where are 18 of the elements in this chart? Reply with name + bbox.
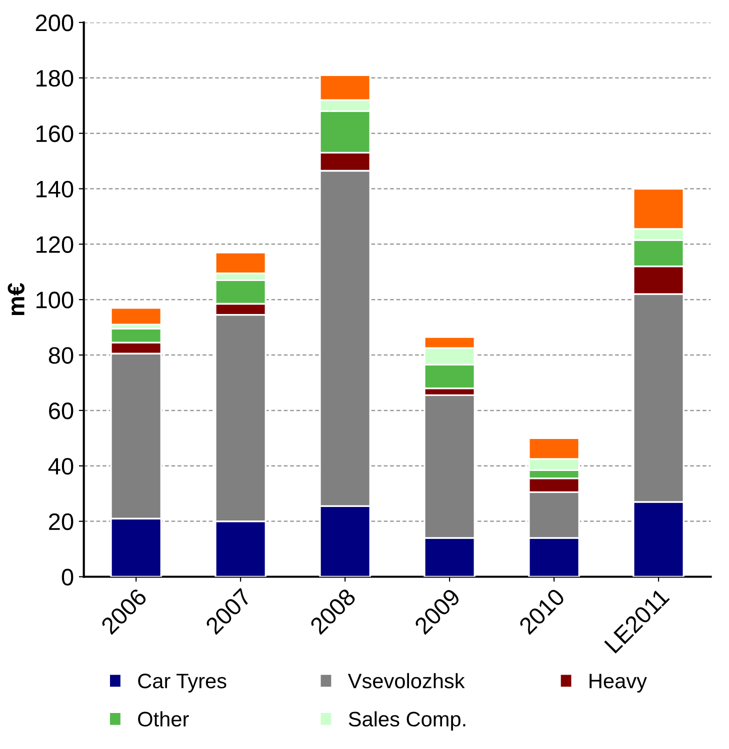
legend-label: Other <box>138 711 189 727</box>
y-axis-title: m€ <box>8 282 24 316</box>
legend-label: Heavy <box>590 674 647 692</box>
y-tick-label: 0 <box>62 568 74 586</box>
y-tick-label: 80 <box>48 347 74 364</box>
bar <box>110 307 162 326</box>
legend-label: Sales Comp. <box>348 711 466 731</box>
y-tick-label: 60 <box>49 402 74 420</box>
legend-label: Car Tyres <box>138 674 226 692</box>
y-tick-label: 140 <box>36 180 74 198</box>
y-tick-label: 120 <box>36 236 74 253</box>
y-tick-label: 40 <box>48 458 74 475</box>
y-tick-label: 200 <box>36 14 74 32</box>
y-tick-label: 100 <box>36 292 74 308</box>
y-tick-label: 160 <box>36 125 74 142</box>
y-tick-label: 20 <box>49 513 74 530</box>
y-tick-label: 180 <box>36 70 74 87</box>
legend-label: Vsevolozhsk <box>348 673 465 688</box>
